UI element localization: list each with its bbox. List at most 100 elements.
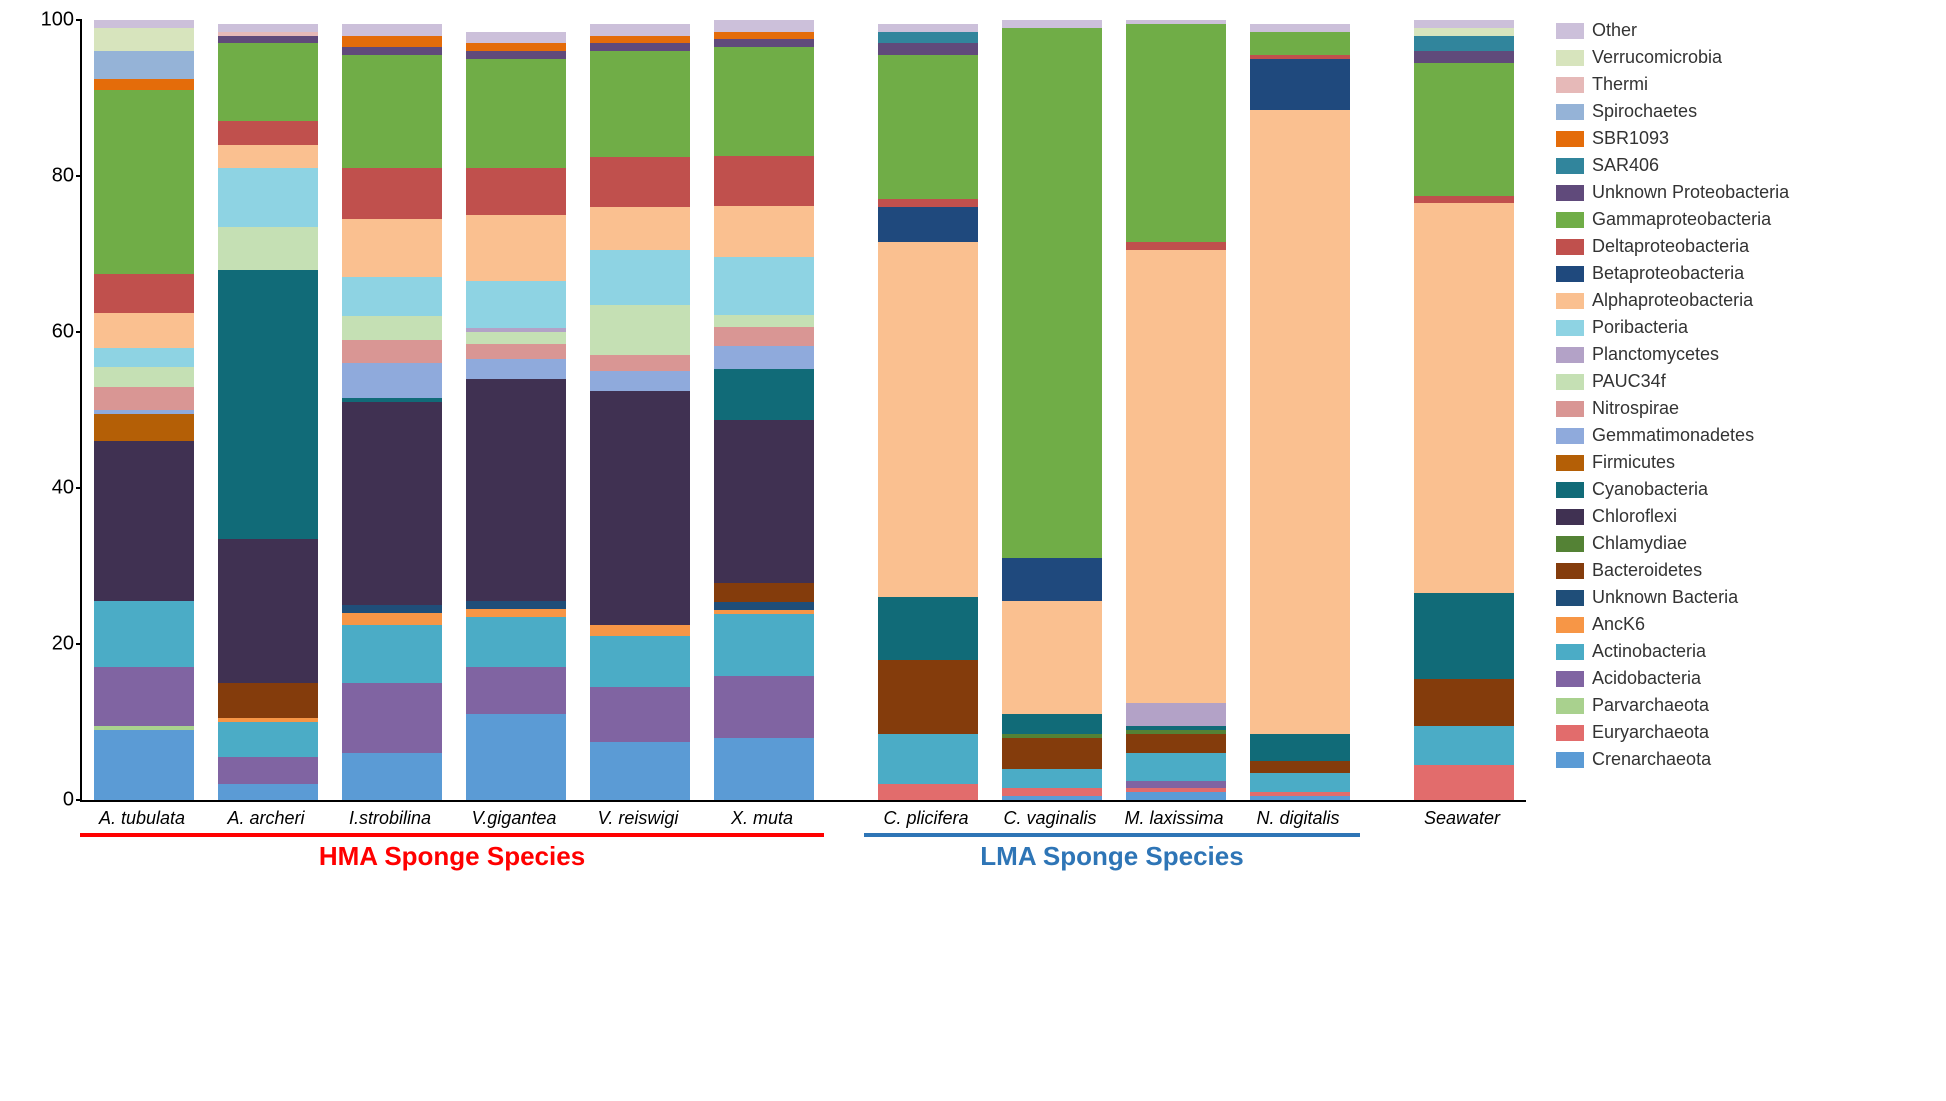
segment-actinobacteria <box>714 614 814 676</box>
legend-swatch <box>1556 401 1584 417</box>
segment-other <box>878 24 978 32</box>
segment-crenarchaeota <box>1126 792 1226 800</box>
y-tick-label: 40 <box>52 477 74 500</box>
legend-label: SAR406 <box>1592 155 1659 176</box>
segment-actinobacteria <box>1002 769 1102 789</box>
segment-chloroflexi <box>94 441 194 601</box>
legend-label: Gemmatimonadetes <box>1592 425 1754 446</box>
segment-other <box>1250 24 1350 32</box>
legend-item: AncK6 <box>1556 614 1789 635</box>
segment-crenarchaeota <box>1250 796 1350 800</box>
legend-item: Bacteroidetes <box>1556 560 1789 581</box>
segment-gammaproteobacteria <box>342 55 442 168</box>
segment-crenarchaeota <box>590 742 690 801</box>
segment-deltaproteobacteria <box>466 168 566 215</box>
segment-unknown-proteobacteria <box>714 39 814 47</box>
segment-firmicutes <box>94 414 194 441</box>
segment-alphaproteobacteria <box>1250 110 1350 734</box>
segment-sar406 <box>878 32 978 44</box>
legend-item: Unknown Proteobacteria <box>1556 182 1789 203</box>
segment-alphaproteobacteria <box>878 242 978 597</box>
stacked-bar <box>1250 20 1350 800</box>
x-label: X. muta <box>700 802 824 829</box>
segment-alphaproteobacteria <box>590 207 690 250</box>
segment-nitrospirae <box>590 355 690 371</box>
legend-swatch <box>1556 347 1584 363</box>
legend-item: Spirochaetes <box>1556 101 1789 122</box>
y-tick-label: 60 <box>52 321 74 344</box>
segment-gemmatimonadetes <box>342 363 442 398</box>
legend-label: Deltaproteobacteria <box>1592 236 1749 257</box>
segment-anck6 <box>590 625 690 637</box>
segment-other <box>1414 20 1514 28</box>
segment-deltaproteobacteria <box>878 199 978 207</box>
legend-label: Gammaproteobacteria <box>1592 209 1771 230</box>
segment-other <box>342 24 442 36</box>
segment-bacteroidetes <box>1002 738 1102 769</box>
legend-swatch <box>1556 212 1584 228</box>
y-tick-label: 100 <box>41 9 74 32</box>
legend-label: SBR1093 <box>1592 128 1669 149</box>
legend-item: Deltaproteobacteria <box>1556 236 1789 257</box>
legend-label: Planctomycetes <box>1592 344 1719 365</box>
segment-other <box>1002 20 1102 28</box>
legend-label: Nitrospirae <box>1592 398 1679 419</box>
segment-sbr1093 <box>466 43 566 51</box>
legend-item: Planctomycetes <box>1556 344 1789 365</box>
segment-bacteroidetes <box>218 683 318 718</box>
legend-swatch <box>1556 23 1584 39</box>
bar-v--reiswigi <box>578 20 702 800</box>
segment-alphaproteobacteria <box>218 145 318 168</box>
legend-swatch <box>1556 698 1584 714</box>
segment-sbr1093 <box>590 36 690 44</box>
legend-item: SAR406 <box>1556 155 1789 176</box>
group-label: HMA Sponge Species <box>80 841 824 872</box>
segment-cyanobacteria <box>878 597 978 659</box>
y-tick <box>76 331 82 333</box>
x-label: C. plicifera <box>864 802 988 829</box>
group-labels: HMA Sponge Species LMA Sponge Species <box>80 841 1526 872</box>
group-label: LMA Sponge Species <box>864 841 1360 872</box>
x-label: M. laxissima <box>1112 802 1236 829</box>
legend-swatch <box>1556 266 1584 282</box>
segment-actinobacteria <box>1414 726 1514 765</box>
legend-item: Poribacteria <box>1556 317 1789 338</box>
legend-swatch <box>1556 725 1584 741</box>
segment-bacteroidetes <box>1250 761 1350 773</box>
stacked-bar <box>590 20 690 800</box>
stacked-bar <box>94 20 194 800</box>
y-tick-label: 0 <box>63 789 74 812</box>
stacked-bar <box>218 20 318 800</box>
segment-acidobacteria <box>342 683 442 753</box>
segment-gemmatimonadetes <box>714 346 814 369</box>
segment-verrucomicrobia <box>94 28 194 51</box>
segment-alphaproteobacteria <box>466 215 566 281</box>
segment-cyanobacteria <box>1002 714 1102 734</box>
segment-bacteroidetes <box>714 583 814 602</box>
segment-cyanobacteria <box>1414 593 1514 679</box>
bar-x--muta <box>702 20 826 800</box>
legend-swatch <box>1556 320 1584 336</box>
y-tick <box>76 175 82 177</box>
legend-item: Acidobacteria <box>1556 668 1789 689</box>
legend-label: Euryarchaeota <box>1592 722 1709 743</box>
legend-swatch <box>1556 509 1584 525</box>
segment-unknown-proteobacteria <box>590 43 690 51</box>
legend-item: Euryarchaeota <box>1556 722 1789 743</box>
x-label: I.strobilina <box>328 802 452 829</box>
bar-c--plicifera <box>866 20 990 800</box>
legend-item: PAUC34f <box>1556 371 1789 392</box>
segment-cyanobacteria <box>218 270 318 539</box>
segment-nitrospirae <box>94 387 194 410</box>
legend-item: Betaproteobacteria <box>1556 263 1789 284</box>
segment-alphaproteobacteria <box>714 206 814 256</box>
segment-crenarchaeota <box>218 784 318 800</box>
segment-acidobacteria <box>714 676 814 738</box>
chart-bars-area: 020406080100 <box>80 20 1526 802</box>
segment-sbr1093 <box>94 79 194 91</box>
segment-chloroflexi <box>466 379 566 601</box>
segment-sar406 <box>1414 36 1514 52</box>
segment-gemmatimonadetes <box>590 371 690 391</box>
segment-pauc34f <box>714 315 814 327</box>
x-label: V. reiswigi <box>576 802 700 829</box>
